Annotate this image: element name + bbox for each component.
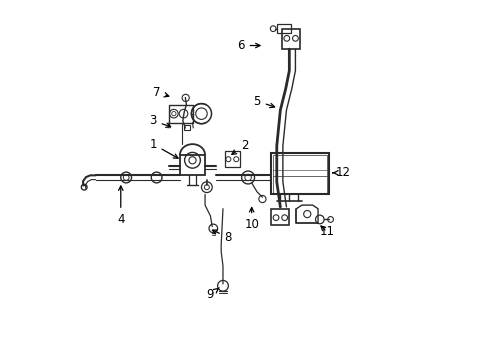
Bar xyxy=(282,30,300,49)
Text: 7: 7 xyxy=(153,86,168,99)
Text: 12: 12 xyxy=(332,166,350,179)
Text: 4: 4 xyxy=(117,186,124,226)
Bar xyxy=(273,155,326,193)
Text: 2: 2 xyxy=(231,139,248,154)
Bar xyxy=(276,24,290,33)
Bar xyxy=(224,151,239,167)
Text: 8: 8 xyxy=(212,230,232,244)
Text: 6: 6 xyxy=(237,39,260,52)
Text: 9: 9 xyxy=(206,288,219,301)
Text: 1: 1 xyxy=(149,138,178,158)
Bar xyxy=(184,126,189,130)
Text: 5: 5 xyxy=(253,95,274,108)
Bar xyxy=(271,153,328,194)
Text: 11: 11 xyxy=(319,225,334,238)
Bar xyxy=(180,155,204,175)
Text: 3: 3 xyxy=(149,114,170,127)
Text: 10: 10 xyxy=(244,207,259,231)
Bar xyxy=(271,209,289,225)
